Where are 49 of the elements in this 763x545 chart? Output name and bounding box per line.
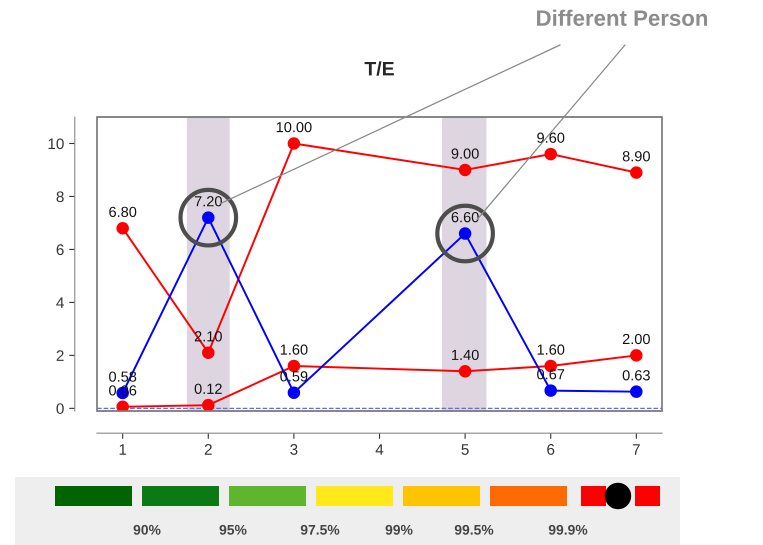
y-tick-label: 4 <box>56 297 64 308</box>
text: 95% <box>220 524 247 535</box>
point <box>544 384 557 397</box>
data-label: 6.60 <box>452 212 479 222</box>
y-tick-label: 6 <box>56 244 64 256</box>
point <box>458 227 472 240</box>
chart-title: T/E <box>364 61 394 76</box>
data-label: 10.00 <box>276 122 312 132</box>
x-tick-label: 5 <box>461 444 469 455</box>
point <box>458 164 472 176</box>
point <box>116 400 129 411</box>
x-tick-label: 7 <box>632 444 640 455</box>
point <box>202 398 215 411</box>
data-label: 0.12 <box>194 384 222 394</box>
data-label: 2.00 <box>622 334 650 344</box>
y-tick-label: 8 <box>56 191 64 202</box>
text: 97.5% <box>300 524 340 535</box>
text: Different Person <box>537 10 708 26</box>
y-tick-label: 10 <box>48 138 64 150</box>
data-label: 6.80 <box>109 206 136 218</box>
data-label: 0.63 <box>622 370 650 380</box>
point <box>202 211 215 224</box>
point <box>544 148 557 160</box>
point <box>630 349 643 362</box>
x-tick-label: 6 <box>547 444 554 455</box>
x-tick-label: 3 <box>290 444 298 455</box>
data-label: 7.20 <box>194 196 222 206</box>
point <box>630 385 643 398</box>
data-label: 1.60 <box>538 344 564 355</box>
data-label: 1.40 <box>452 350 479 360</box>
data-label: 1.60 <box>280 344 308 355</box>
data-label: 8.90 <box>622 151 650 162</box>
point <box>630 166 643 179</box>
text: 99.9% <box>548 524 588 535</box>
point <box>288 386 300 399</box>
data-label: 9.60 <box>537 132 564 143</box>
text: 99.5% <box>454 524 494 535</box>
text: 99% <box>386 524 413 535</box>
y-tick-label: 0 <box>56 403 64 414</box>
y-tick-label: 2 <box>56 350 64 361</box>
point <box>202 346 215 359</box>
data-label: 9.00 <box>452 148 479 159</box>
point <box>116 222 129 234</box>
x-tick-label: 1 <box>120 444 126 455</box>
point <box>458 365 472 378</box>
x-tick-label: 4 <box>376 444 384 455</box>
text: 90% <box>134 524 161 535</box>
x-tick-label: 2 <box>204 444 212 455</box>
point <box>288 137 300 150</box>
